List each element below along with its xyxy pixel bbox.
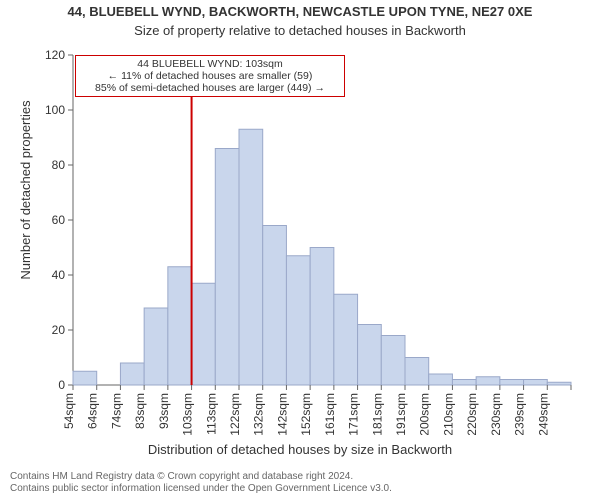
svg-text:171sqm: 171sqm [347,393,361,435]
chart-subtitle: Size of property relative to detached ho… [0,23,600,38]
svg-text:142sqm: 142sqm [275,393,289,435]
svg-text:60: 60 [52,213,66,227]
footer-line-1: Contains HM Land Registry data © Crown c… [10,471,590,483]
svg-text:40: 40 [52,268,66,282]
svg-text:74sqm: 74sqm [109,393,123,429]
svg-text:93sqm: 93sqm [157,393,171,429]
annotation-box: 44 BLUEBELL WYND: 103sqm ← 11% of detach… [75,55,345,97]
svg-text:132sqm: 132sqm [252,393,266,435]
chart-title: 44, BLUEBELL WYND, BACKWORTH, NEWCASTLE … [0,4,600,19]
svg-text:80: 80 [52,158,66,172]
annotation-line-2: ← 11% of detached houses are smaller (59… [80,70,340,82]
svg-text:103sqm: 103sqm [181,393,195,435]
annotation-line-1: 44 BLUEBELL WYND: 103sqm [80,58,340,70]
svg-text:230sqm: 230sqm [489,393,503,435]
x-axis-label: Distribution of detached houses by size … [0,442,600,457]
svg-text:83sqm: 83sqm [133,393,147,429]
svg-text:181sqm: 181sqm [370,393,384,435]
svg-text:239sqm: 239sqm [513,393,527,435]
svg-text:0: 0 [58,378,65,392]
svg-text:249sqm: 249sqm [536,393,550,435]
y-axis-label: Number of detached properties [18,60,33,320]
footer-attribution: Contains HM Land Registry data © Crown c… [10,471,590,494]
svg-text:120: 120 [45,48,65,62]
svg-text:100: 100 [45,103,65,117]
svg-text:20: 20 [52,323,66,337]
svg-text:152sqm: 152sqm [299,393,313,435]
footer-line-2: Contains public sector information licen… [10,483,590,495]
svg-text:210sqm: 210sqm [441,393,455,435]
histogram-chart: 0 20 40 60 80 100 120 54sqm 64sqm 74sqm 83sqm 93sqm… [45,45,590,435]
svg-text:220sqm: 220sqm [465,393,479,435]
svg-text:161sqm: 161sqm [323,393,337,435]
annotation-line-3: 85% of semi-detached houses are larger (… [80,82,340,94]
svg-text:113sqm: 113sqm [204,393,218,435]
svg-text:122sqm: 122sqm [228,393,242,435]
svg-text:191sqm: 191sqm [394,393,408,435]
svg-text:200sqm: 200sqm [418,393,432,435]
svg-text:54sqm: 54sqm [62,393,76,429]
svg-text:64sqm: 64sqm [86,393,100,429]
